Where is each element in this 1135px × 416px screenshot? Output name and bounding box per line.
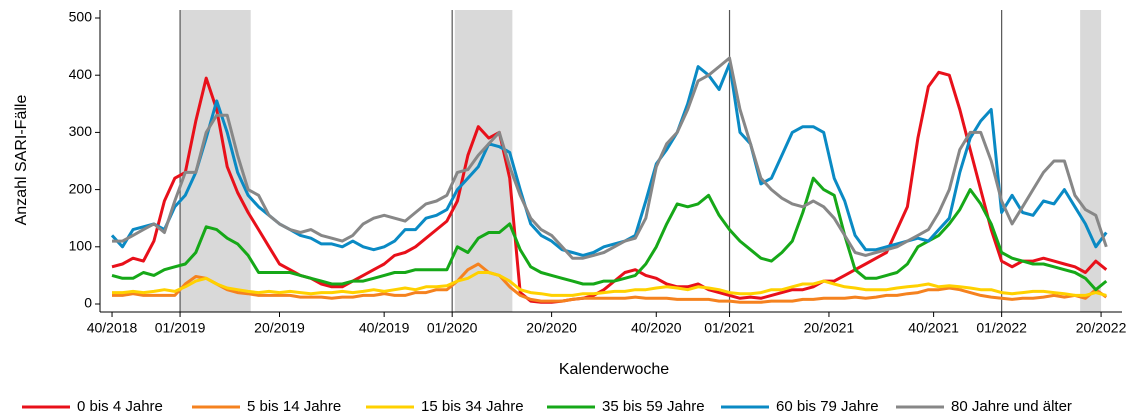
x-tick-label: 01/2021 (704, 320, 755, 336)
x-tick-label: 20/2019 (254, 320, 305, 336)
shaded-period (1080, 10, 1102, 312)
legend-label: 60 bis 79 Jahre (776, 398, 879, 415)
legend-label: 80 Jahre und älter (951, 398, 1072, 415)
y-tick-label: 200 (69, 180, 93, 196)
x-tick-label: 40/2020 (631, 320, 682, 336)
x-tick-label: 01/2022 (976, 320, 1027, 336)
series-line (112, 262, 1108, 304)
x-tick-label: 20/2021 (804, 320, 855, 336)
shaded-period (454, 10, 513, 312)
y-tick-label: 500 (69, 9, 93, 25)
series-line (111, 176, 1108, 292)
series-line (111, 70, 1108, 304)
y-tick-label: 0 (84, 295, 92, 311)
y-tick-label: 100 (69, 237, 93, 253)
x-tick-label: 40/2018 (87, 320, 138, 336)
x-tick-label: 20/2022 (1076, 320, 1127, 336)
series-line (112, 56, 1108, 260)
legend-label: 35 bis 59 Jahre (602, 398, 705, 415)
y-tick-label: 400 (69, 66, 93, 82)
legend-label: 0 bis 4 Jahre (77, 398, 163, 415)
series-line (112, 271, 1107, 297)
x-axis-title: Kalenderwoche (559, 361, 669, 378)
x-tick-label: 20/2020 (526, 320, 577, 336)
x-tick-label: 40/2021 (908, 320, 959, 336)
y-axis-title: Anzahl SARI-Fälle (13, 95, 30, 226)
x-tick-label: 40/2019 (359, 320, 410, 336)
x-tick-label: 01/2020 (427, 320, 478, 336)
legend-label: 5 bis 14 Jahre (247, 398, 341, 415)
x-tick-label: 01/2019 (155, 320, 206, 336)
legend-label: 15 bis 34 Jahre (421, 398, 524, 415)
y-tick-label: 300 (69, 123, 93, 139)
